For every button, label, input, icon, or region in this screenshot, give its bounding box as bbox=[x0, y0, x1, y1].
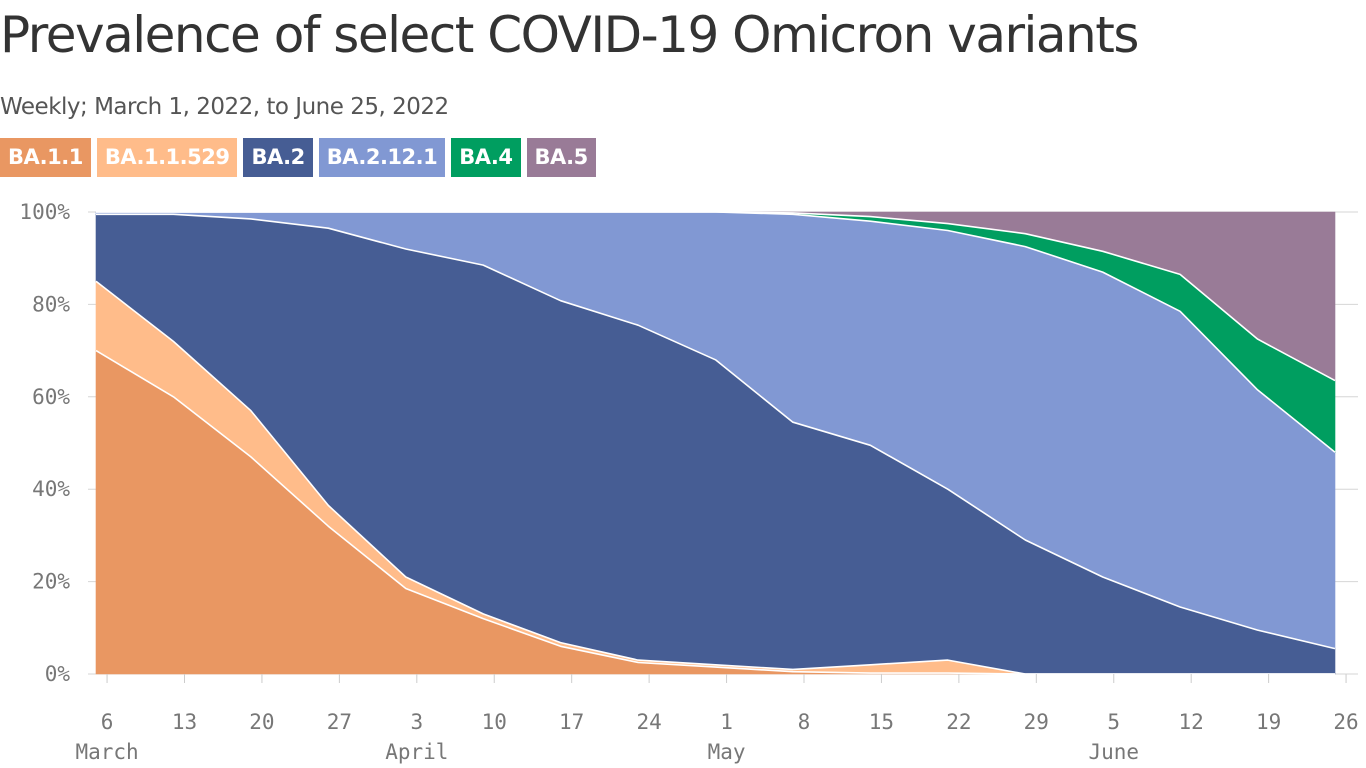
month-label: March bbox=[75, 740, 138, 764]
area-series bbox=[95, 211, 1336, 675]
series-boundaries bbox=[95, 211, 1336, 675]
x-tick-label: 17 bbox=[559, 710, 584, 734]
x-tick-label: 1 bbox=[720, 710, 733, 734]
chart-title: Prevalence of select COVID-19 Omicron va… bbox=[0, 6, 1139, 64]
x-tick-label: 29 bbox=[1024, 710, 1049, 734]
legend-item-ba-4: BA.4 bbox=[451, 138, 521, 177]
y-tick-label: 0% bbox=[45, 662, 71, 686]
y-axis: 0% 20% 40% 60% 80% 100% bbox=[19, 200, 70, 686]
legend-item-ba-1-1: BA.1.1 bbox=[0, 138, 91, 177]
x-tick-label: 13 bbox=[172, 710, 197, 734]
boundary-ba-4 bbox=[96, 211, 1336, 382]
x-axis: 6 13 20 27 3 10 17 24 1 8 15 22 29 5 12 19 26 March April M… bbox=[75, 674, 1359, 764]
x-tick-label: 20 bbox=[249, 710, 274, 734]
x-tick-label: 27 bbox=[327, 710, 352, 734]
legend-item-ba-1-1-529: BA.1.1.529 bbox=[96, 138, 238, 177]
y-tick-label: 80% bbox=[32, 292, 70, 316]
x-tick-label: 24 bbox=[636, 710, 661, 734]
x-tick-label: 12 bbox=[1179, 710, 1204, 734]
boundary-ba-2 bbox=[96, 213, 1336, 650]
x-tick-label: 15 bbox=[869, 710, 894, 734]
y-tick-label: 60% bbox=[32, 385, 70, 409]
x-tick-label: 8 bbox=[798, 710, 811, 734]
x-tick-label: 22 bbox=[946, 710, 971, 734]
x-tick-label: 10 bbox=[482, 710, 507, 734]
x-tick-label: 19 bbox=[1256, 710, 1281, 734]
month-label: April bbox=[385, 740, 448, 764]
x-tick-label: 26 bbox=[1333, 710, 1358, 734]
y-tick-label: 20% bbox=[32, 570, 70, 594]
legend-item-ba-2: BA.2 bbox=[243, 138, 313, 177]
y-tick-label: 100% bbox=[19, 200, 70, 224]
legend: BA.1.1 BA.1.1.529 BA.2 BA.2.12.1 BA.4 BA.5 bbox=[0, 138, 596, 177]
boundary-ba-1-1-529 bbox=[95, 280, 1335, 675]
y-tick-label: 40% bbox=[32, 477, 70, 501]
x-tick-label: 6 bbox=[101, 710, 114, 734]
month-label: June bbox=[1088, 740, 1139, 764]
x-tick-label: 5 bbox=[1107, 710, 1120, 734]
legend-item-ba-2-12-1: BA.2.12.1 bbox=[318, 138, 446, 177]
x-tick-label: 3 bbox=[410, 710, 423, 734]
legend-item-ba-5: BA.5 bbox=[526, 138, 596, 177]
chart-subtitle: Weekly; March 1, 2022, to June 25, 2022 bbox=[0, 94, 449, 120]
month-label: May bbox=[708, 740, 746, 764]
